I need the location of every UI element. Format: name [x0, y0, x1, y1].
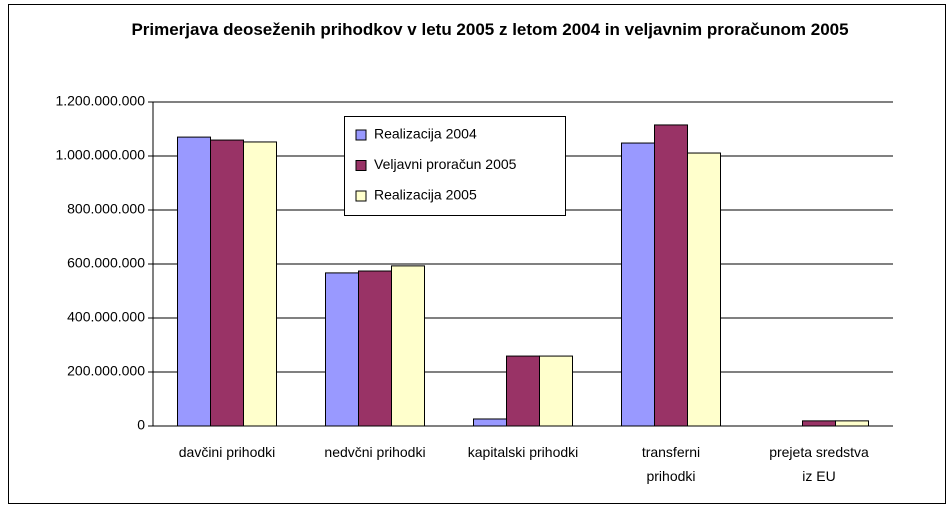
chart-title: Primerjava deoseženih prihodkov v letu 2… — [131, 20, 849, 39]
bar — [539, 355, 573, 427]
legend-label: Realizacija 2005 — [374, 187, 477, 203]
x-tick-label: prejeta sredstva iz EU — [745, 440, 893, 488]
y-tick-label: 600.000.000 — [67, 255, 145, 271]
bar — [177, 136, 211, 427]
legend-label: Realizacija 2004 — [374, 126, 477, 142]
bar — [687, 152, 721, 427]
y-tick-label: 0 — [137, 417, 145, 433]
x-tick-label-line: iz EU — [802, 468, 836, 484]
y-tick-label: 400.000.000 — [67, 309, 145, 325]
y-tick-label: 1.000.000.000 — [55, 147, 145, 163]
legend-label: Veljavni proračun 2005 — [374, 156, 517, 172]
bar — [243, 141, 277, 427]
bar — [358, 270, 392, 427]
chart-border — [8, 4, 946, 504]
x-tick-label-line: transferni — [641, 444, 701, 460]
x-tick-label: kapitalski prihodki — [449, 440, 597, 464]
x-tick-label: davčini prihodki — [153, 440, 301, 464]
bar — [210, 139, 244, 427]
legend-swatch — [355, 160, 367, 171]
bar — [325, 272, 359, 427]
bar — [473, 418, 507, 427]
y-tick-label: 200.000.000 — [67, 363, 145, 379]
x-tick-label: transferni prihodki — [597, 440, 745, 488]
x-tick-label-line: kapitalski prihodki — [467, 444, 579, 460]
bar — [391, 265, 425, 427]
legend-box — [344, 116, 566, 216]
x-tick-label: nedvčni prihodki — [301, 440, 449, 464]
x-tick-label-line: prihodki — [646, 468, 696, 484]
bar — [835, 420, 869, 427]
y-tick-label: 1.200.000.000 — [55, 93, 145, 109]
bar — [621, 142, 655, 427]
x-tick-label-line: prejeta sredstva — [769, 444, 869, 460]
x-tick-label-line: davčini prihodki — [178, 444, 276, 460]
y-tick-label: 800.000.000 — [67, 201, 145, 217]
legend-swatch — [355, 190, 367, 202]
bar — [654, 124, 688, 427]
bar — [506, 355, 540, 427]
legend-swatch — [355, 129, 367, 141]
bar — [802, 420, 836, 427]
x-tick-label-line: nedvčni prihodki — [324, 444, 426, 460]
